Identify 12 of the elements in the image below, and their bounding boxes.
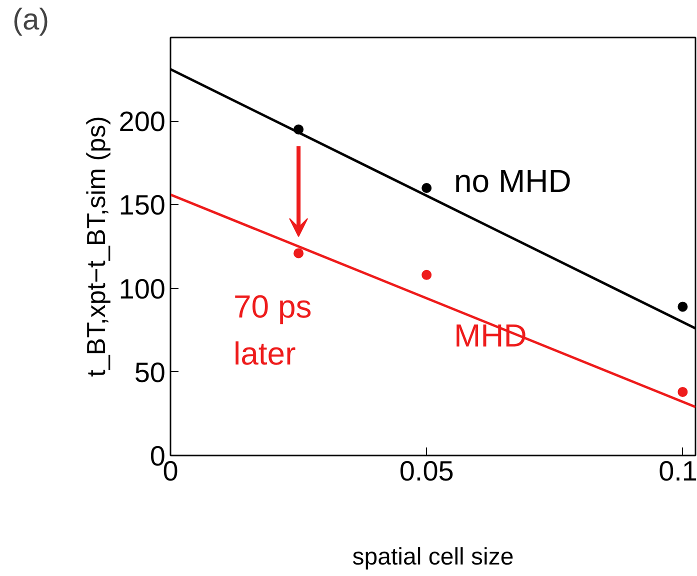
y-axis-title: t_BT,xpt−t_BT,sim (ps) <box>80 116 111 377</box>
y-tick-label: 200 <box>118 106 166 138</box>
series-label: no MHD <box>454 163 572 200</box>
y-tick-label: 50 <box>134 356 166 388</box>
y-tick-label: 100 <box>118 273 166 304</box>
annotation: 70 ps later <box>234 288 312 372</box>
series-label: MHD <box>454 317 527 354</box>
x-axis-title: spatial cell size <box>352 544 514 570</box>
y-tick-label: 150 <box>118 190 166 221</box>
text: (a) <box>12 4 50 36</box>
x-tick-label: 0.1 <box>658 456 697 486</box>
x-tick-label: 0.05 <box>399 456 454 486</box>
